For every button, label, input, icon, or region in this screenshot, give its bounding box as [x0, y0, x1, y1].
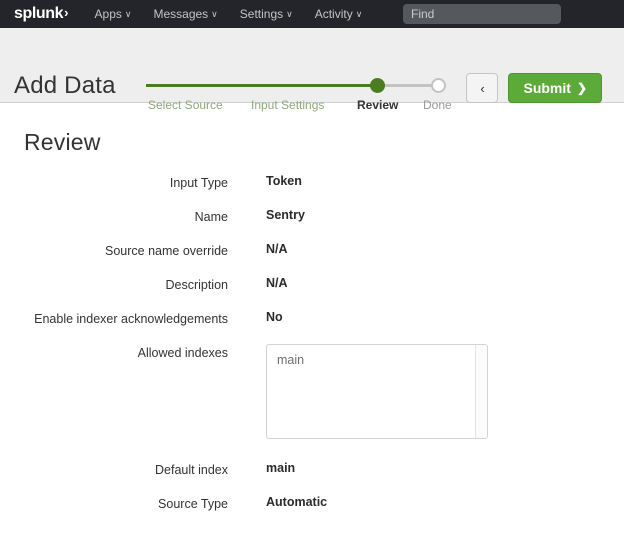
find-search-input[interactable]: Find [403, 4, 561, 24]
field-row-source-name-override: Source name override N/A [0, 242, 624, 258]
field-label-allowed-indexes: Allowed indexes [137, 346, 228, 360]
field-row-enable-indexer-acknowledgements: Enable indexer acknowledgements No [0, 310, 624, 326]
field-value-input-type: Token [266, 174, 302, 188]
global-nav-bar: splunk › Apps ∨ Messages ∨ Settings ∨ Activ… [0, 0, 624, 28]
field-row-allowed-indexes: Allowed indexes main [0, 344, 624, 439]
chevron-down-icon: ∨ [124, 8, 132, 19]
nav-item-messages-label: Messages [153, 6, 209, 21]
chevron-down-icon: ∨ [286, 8, 293, 19]
nav-item-settings[interactable]: Settings ∨ [240, 0, 293, 29]
allowed-indexes-scrollbar[interactable] [475, 345, 487, 438]
field-label-enable-indexer-acknowledgements: Enable indexer acknowledgements [34, 312, 228, 326]
field-label-source-name-override: Source name override [105, 244, 228, 258]
nav-item-activity[interactable]: Activity ∨ [315, 0, 363, 29]
back-button[interactable]: ‹ [466, 73, 499, 103]
splunk-logo-text: splunk [14, 5, 64, 22]
nav-item-apps[interactable]: Apps ∨ [95, 0, 132, 29]
field-row-description: Description N/A [0, 276, 624, 292]
field-row-name: Name Sentry [0, 208, 624, 224]
field-row-source-type: Source Type Automatic [0, 495, 624, 511]
field-value-description: N/A [266, 276, 288, 290]
field-value-default-index: main [266, 461, 296, 475]
stepper-progress-completed [146, 84, 377, 87]
submit-button-label: Submit [523, 80, 571, 96]
section-heading-review: Review [24, 129, 101, 155]
field-label-default-index: Default index [155, 463, 228, 477]
allowed-indexes-item: main [277, 353, 305, 367]
wizard-actions: ‹ Submit ❯ [466, 73, 602, 103]
nav-item-apps-label: Apps [94, 6, 122, 21]
stepper-label-review: Review [357, 98, 399, 112]
chevron-left-icon: ‹ [480, 80, 485, 96]
stepper-label-select-source[interactable]: Select Source [148, 98, 223, 112]
field-row-input-type: Input Type Token [0, 174, 624, 190]
stepper-dot-review[interactable] [370, 78, 385, 93]
splunk-logo[interactable]: splunk › [14, 5, 69, 22]
page-title: Add Data [14, 72, 116, 99]
add-data-header: Add Data Select Source Input Settings Re… [0, 28, 624, 112]
submit-button[interactable]: Submit ❯ [508, 73, 602, 103]
field-value-name: Sentry [266, 208, 305, 222]
nav-item-settings-label: Settings [239, 6, 284, 21]
splunk-logo-chevron-icon: › [64, 5, 69, 20]
allowed-indexes-listbox[interactable]: main [266, 344, 488, 439]
field-label-input-type: Input Type [169, 176, 228, 190]
wizard-stepper: Select Source Input Settings Review Done [146, 78, 452, 118]
stepper-label-input-settings[interactable]: Input Settings [251, 98, 325, 112]
review-content: Review Input Type Token Name Sentry Sour… [0, 103, 624, 511]
stepper-progress-remaining [377, 84, 440, 87]
chevron-down-icon: ∨ [211, 8, 218, 19]
field-label-name: Name [194, 210, 228, 224]
stepper-dot-done [431, 78, 446, 93]
field-row-default-index: Default index main [0, 461, 624, 477]
field-value-enable-indexer-acknowledgements: No [266, 310, 283, 324]
chevron-right-icon: ❯ [576, 81, 587, 95]
nav-item-messages[interactable]: Messages ∨ [153, 0, 217, 29]
review-summary-form: Input Type Token Name Sentry Source name… [0, 174, 624, 511]
nav-item-activity-label: Activity [314, 6, 353, 21]
field-value-source-name-override: N/A [266, 242, 288, 256]
stepper-label-done: Done [423, 98, 452, 112]
field-value-source-type: Automatic [266, 495, 328, 509]
field-label-description: Description [165, 278, 228, 292]
field-label-source-type: Source Type [158, 497, 228, 511]
chevron-down-icon: ∨ [355, 8, 363, 19]
